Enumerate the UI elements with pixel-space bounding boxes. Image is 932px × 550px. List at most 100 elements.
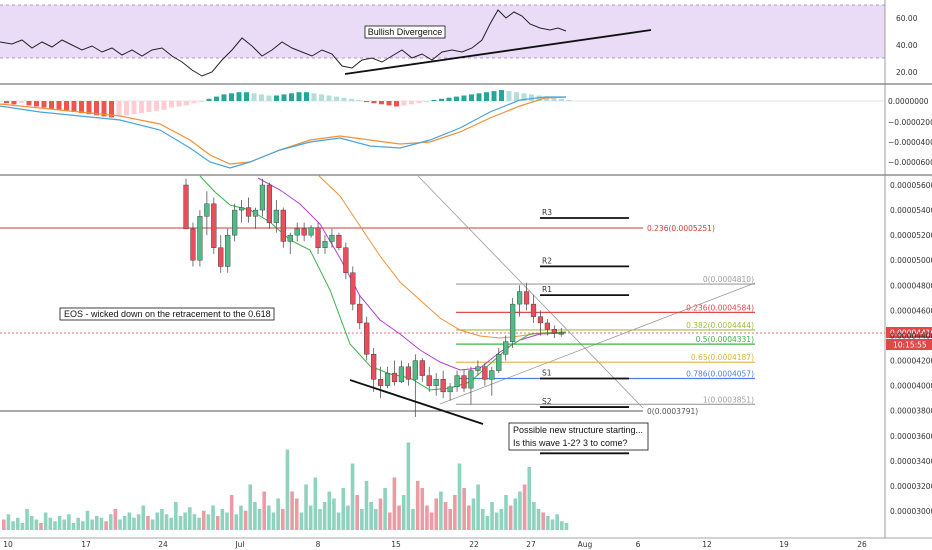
macd-hist-bar [334, 96, 339, 101]
time-tick-label: 15 [391, 540, 401, 549]
volume-bar [48, 517, 53, 530]
volume-bar [81, 521, 85, 530]
price-tick-label: 0.00003000 [890, 507, 932, 516]
volume-bar [560, 521, 564, 530]
candle-body [190, 228, 196, 261]
price-tick-label: 0.00005200 [890, 231, 932, 240]
macd-tick-label: −0.0000400 [888, 138, 932, 147]
candle-body [517, 291, 523, 305]
volume-bar [374, 509, 378, 530]
volume-bar [513, 498, 518, 530]
volume-bar [392, 477, 397, 530]
candle-body [301, 228, 307, 236]
volume-bar [546, 516, 550, 530]
volume-bar [411, 509, 415, 530]
candle-body [496, 354, 502, 371]
macd-hist-bar [116, 101, 122, 117]
macd-hist-bar [251, 93, 257, 101]
macd-hist-bar [296, 92, 302, 101]
time-tick-label: 26 [857, 540, 867, 549]
candle-body [440, 379, 446, 393]
macd-hist-bar [4, 101, 9, 104]
macd-hist-bar [236, 92, 242, 101]
price-panel: 0.236(0.0005251) 0(0.0003791) 0(0.000481… [0, 174, 885, 530]
candle-body [322, 241, 328, 248]
macd-hist-bar [349, 98, 354, 101]
macd-panel [0, 90, 932, 176]
macd-hist-bar [356, 99, 362, 101]
macd-line [0, 96, 566, 169]
candle-body [238, 207, 245, 211]
macd-hist-bar [521, 93, 527, 101]
candle-body [266, 184, 273, 223]
volume-bar [183, 512, 187, 530]
candle-body [489, 370, 495, 380]
macd-hist-bar [401, 101, 407, 106]
candle-body [252, 209, 259, 217]
macd-hist-bar [19, 101, 24, 104]
candle-body [183, 184, 189, 230]
volume-bar [53, 521, 57, 530]
candle-body [384, 372, 391, 386]
price-tick-label: 0.00004600 [890, 306, 932, 315]
candle-body [245, 207, 252, 217]
macd-hist-bar [559, 98, 564, 101]
eos-annotation-text: EOS - wicked down on the retracement to … [64, 309, 271, 319]
volume-bar [239, 505, 243, 530]
volume-bar [476, 484, 480, 530]
rsi-panel: Bullish Divergence [0, 4, 932, 85]
volume-bar [490, 502, 494, 530]
volume-bar [522, 484, 527, 530]
volume-bar [304, 484, 308, 530]
candle-body [510, 303, 516, 342]
candle-body [273, 209, 279, 223]
macd-hist-bar [326, 95, 332, 101]
volume-bar [104, 521, 108, 530]
volume-bar [95, 516, 99, 530]
candle-body [558, 332, 564, 335]
rsi-tick-label: 20.00 [896, 68, 918, 77]
macd-hist-bar [161, 101, 167, 110]
volume-bar [248, 484, 253, 530]
volume-bar [215, 516, 220, 530]
volume-bar [350, 463, 355, 530]
volume-bar [62, 519, 67, 530]
macd-hist-bar [476, 93, 482, 101]
volume-bar [229, 495, 234, 530]
volume-bar [127, 512, 132, 530]
macd-hist-bar [109, 101, 114, 118]
volume-bar [322, 502, 327, 530]
volume-bar [71, 523, 76, 530]
candle-body [218, 247, 224, 267]
volume-bar [485, 516, 490, 530]
volume-bar [313, 477, 318, 530]
volume-bar [234, 514, 239, 530]
macd-hist-bar [124, 101, 129, 116]
candle-body [259, 184, 266, 211]
candle-body [357, 303, 363, 324]
volume-bar [383, 488, 387, 530]
volume-bar [369, 502, 373, 530]
volume-bar [518, 491, 522, 530]
candle-body [405, 366, 412, 380]
volume-bar [262, 491, 266, 530]
macd-hist-bar [26, 101, 32, 106]
volume-bar [15, 517, 20, 530]
macd-hist-bar [439, 98, 444, 101]
volume-bar [434, 498, 439, 530]
volume-bar [225, 512, 229, 530]
price-tick-label: 0.00004800 [890, 281, 932, 290]
macd-hist-bar [469, 94, 474, 101]
price-tick-label: 0.00003400 [890, 457, 932, 466]
fib-level-label: 0.5(0.0004331) [696, 335, 754, 344]
macd-hist-bar [266, 95, 272, 101]
macd-hist-bar [506, 91, 512, 101]
candle-body [378, 379, 384, 386]
macd-hist-bar [154, 101, 159, 111]
candle-body [287, 234, 293, 242]
time-tick-label: 24 [158, 540, 168, 549]
price-tick-label: 0.00003200 [890, 482, 932, 491]
price-axis: 0.00004410 10:15:55 60.00 40.00 20.00 0.000… [884, 0, 932, 538]
candle-body [211, 203, 217, 248]
